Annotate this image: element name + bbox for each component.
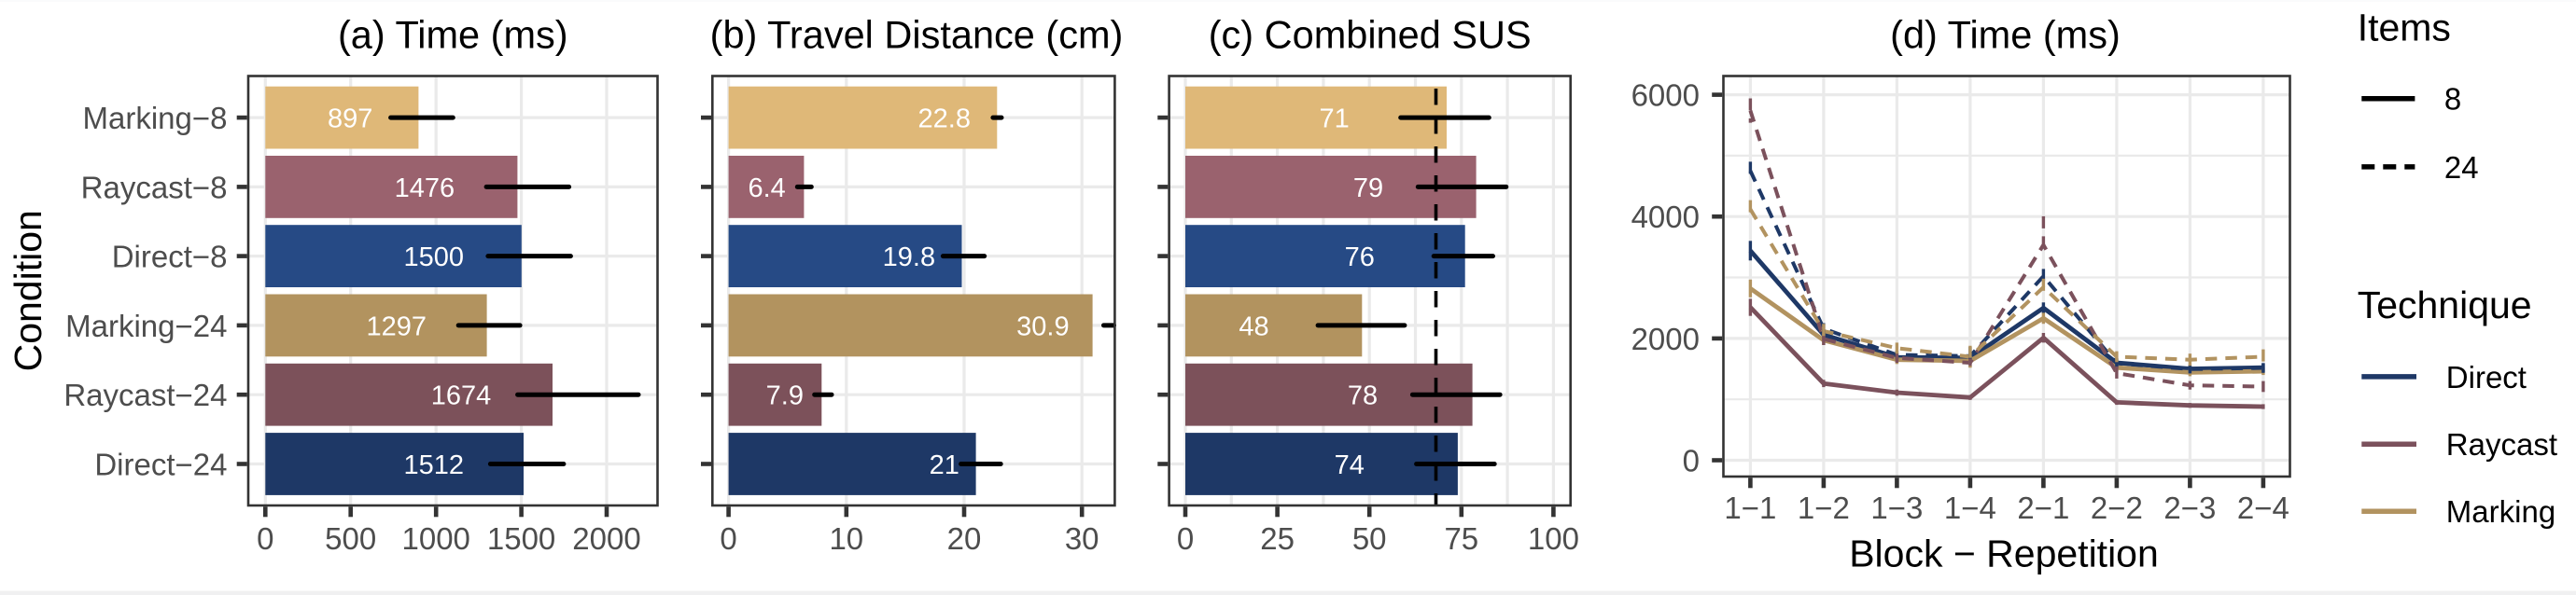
- svg-text:1500: 1500: [403, 242, 464, 272]
- svg-text:21: 21: [930, 450, 959, 480]
- svg-text:Raycast: Raycast: [2446, 427, 2557, 462]
- svg-text:0: 0: [257, 521, 273, 556]
- svg-text:74: 74: [1335, 450, 1365, 480]
- svg-text:1−4: 1−4: [1944, 491, 1996, 525]
- svg-text:7.9: 7.9: [766, 381, 804, 411]
- svg-text:Marking−24: Marking−24: [65, 309, 227, 343]
- svg-text:30.9: 30.9: [1016, 311, 1069, 341]
- svg-text:1−2: 1−2: [1798, 491, 1850, 525]
- svg-text:8: 8: [2444, 82, 2461, 117]
- svg-text:Items: Items: [2358, 7, 2451, 49]
- svg-text:1674: 1674: [431, 381, 492, 411]
- svg-text:0: 0: [1683, 443, 1700, 477]
- svg-text:1−1: 1−1: [1724, 491, 1776, 525]
- svg-text:Condition: Condition: [7, 210, 49, 371]
- svg-text:79: 79: [1353, 173, 1383, 203]
- svg-text:4000: 4000: [1631, 200, 1700, 234]
- svg-text:0: 0: [720, 521, 736, 556]
- svg-text:Raycast−8: Raycast−8: [81, 170, 228, 204]
- svg-text:1−3: 1−3: [1870, 491, 1923, 525]
- svg-text:1512: 1512: [403, 450, 464, 480]
- svg-text:2−3: 2−3: [2163, 491, 2216, 525]
- svg-text:75: 75: [1444, 521, 1478, 556]
- svg-text:500: 500: [325, 521, 376, 556]
- svg-text:Marking−8: Marking−8: [83, 101, 228, 135]
- svg-text:1297: 1297: [366, 311, 427, 341]
- svg-text:30: 30: [1065, 521, 1099, 556]
- svg-text:(d) Time (ms): (d) Time (ms): [1890, 13, 2121, 57]
- svg-text:71: 71: [1320, 104, 1350, 134]
- svg-text:25: 25: [1260, 521, 1295, 556]
- svg-text:0: 0: [1177, 521, 1194, 556]
- svg-text:Technique: Technique: [2358, 284, 2532, 326]
- svg-text:24: 24: [2444, 150, 2479, 185]
- svg-text:(c) Combined SUS: (c) Combined SUS: [1209, 13, 1532, 57]
- svg-text:78: 78: [1348, 381, 1378, 411]
- svg-text:20: 20: [947, 521, 982, 556]
- svg-text:2−2: 2−2: [2091, 491, 2143, 525]
- svg-text:50: 50: [1352, 521, 1387, 556]
- svg-text:19.8: 19.8: [883, 242, 935, 272]
- svg-text:10: 10: [829, 521, 863, 556]
- svg-text:Marking: Marking: [2446, 494, 2555, 529]
- svg-text:6.4: 6.4: [748, 173, 785, 203]
- svg-text:100: 100: [1528, 521, 1579, 556]
- svg-text:2−1: 2−1: [2017, 491, 2069, 525]
- svg-text:6000: 6000: [1631, 77, 1700, 112]
- svg-text:2000: 2000: [572, 521, 640, 556]
- svg-text:2−4: 2−4: [2237, 491, 2289, 525]
- svg-text:Direct−24: Direct−24: [94, 447, 227, 481]
- svg-text:Block − Repetition: Block − Repetition: [1849, 533, 2159, 575]
- svg-text:1476: 1476: [395, 173, 455, 203]
- svg-text:897: 897: [328, 104, 372, 134]
- svg-text:1500: 1500: [487, 521, 555, 556]
- svg-text:76: 76: [1345, 242, 1375, 272]
- svg-text:48: 48: [1239, 311, 1268, 341]
- svg-text:Raycast−24: Raycast−24: [63, 378, 227, 412]
- svg-text:(a) Time (ms): (a) Time (ms): [338, 13, 568, 57]
- svg-text:(b) Travel Distance (cm): (b) Travel Distance (cm): [710, 13, 1124, 57]
- svg-text:Direct: Direct: [2446, 360, 2527, 394]
- svg-text:2000: 2000: [1631, 322, 1700, 356]
- svg-text:1000: 1000: [401, 521, 469, 556]
- svg-text:22.8: 22.8: [918, 104, 971, 134]
- svg-text:Direct−8: Direct−8: [112, 239, 228, 273]
